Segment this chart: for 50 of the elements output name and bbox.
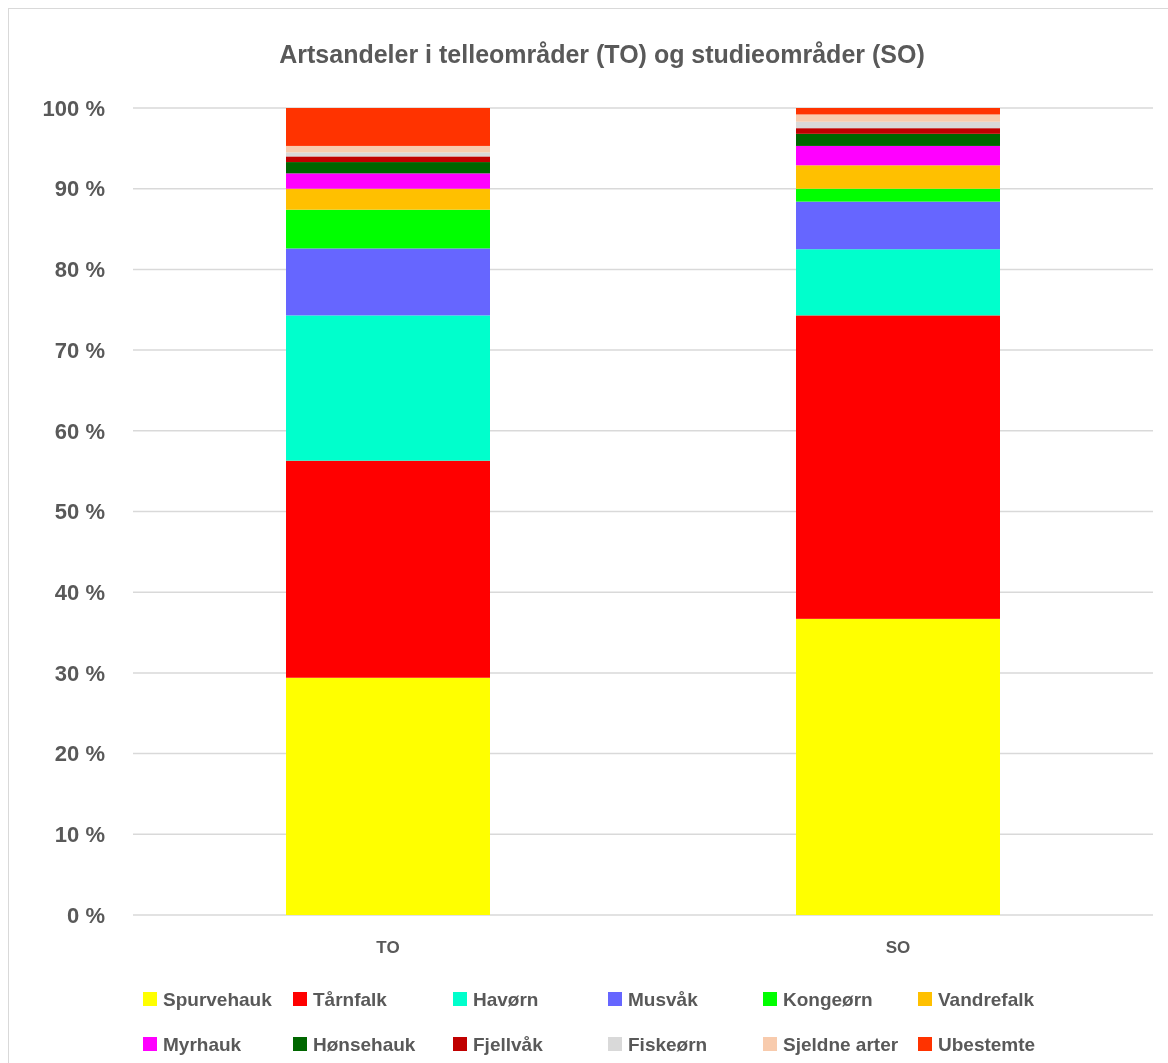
bar — [286, 162, 490, 174]
bar — [286, 173, 490, 189]
bar — [286, 460, 490, 678]
legend-label: Ubestemte — [938, 1033, 1036, 1055]
bar — [796, 108, 1000, 115]
bar — [796, 114, 1000, 122]
legend-label: Vandrefalk — [938, 988, 1035, 1010]
legend-label: Musvåk — [628, 988, 699, 1010]
legend-label: Tårnfalk — [313, 988, 388, 1010]
y-tick-label: 20 % — [54, 741, 105, 767]
legend-label: Hønsehauk — [313, 1033, 416, 1055]
bar — [796, 128, 1000, 134]
chart-title: Artsandeler i telleområder (TO) og studieområder (SO) — [279, 40, 925, 68]
bar — [796, 188, 1000, 202]
bar — [286, 188, 490, 210]
bar — [286, 248, 490, 316]
bar — [796, 315, 1000, 619]
bar — [796, 618, 1000, 915]
legend-label: Spurvehauk — [163, 988, 273, 1010]
bar — [796, 201, 1000, 250]
y-tick-label: 100 % — [42, 95, 105, 121]
legend-label: Fjellvåk — [473, 1033, 544, 1055]
legend-label: Fiskeørn — [628, 1033, 708, 1055]
y-tick-label: 80 % — [54, 257, 105, 283]
y-tick-label: 50 % — [54, 499, 105, 525]
bar — [286, 108, 490, 146]
y-tick-label: 10 % — [54, 822, 105, 847]
bar — [796, 249, 1000, 316]
y-tick-label: 30 % — [54, 660, 105, 686]
x-tick-label: TO — [376, 938, 400, 957]
bar — [286, 315, 490, 461]
bar — [286, 152, 490, 157]
y-tick-label: 70 % — [54, 337, 105, 363]
bar — [286, 209, 490, 249]
y-tick-label: 60 % — [54, 418, 105, 444]
bar — [286, 677, 490, 915]
legend-label: Sjeldne arter — [783, 1033, 899, 1055]
bar — [796, 165, 1000, 189]
bar — [286, 156, 490, 163]
bar — [286, 145, 490, 153]
legend-label: Kongeørn — [783, 988, 873, 1010]
legend-label: Myrhauk — [163, 1033, 242, 1055]
y-tick-label: 0 % — [67, 902, 105, 928]
bar — [796, 121, 1000, 129]
bar — [796, 133, 1000, 146]
bar — [796, 145, 1000, 166]
x-tick-label: SO — [885, 938, 911, 957]
y-tick-label: 90 % — [54, 176, 105, 202]
legend-label: Havørn — [473, 988, 539, 1010]
y-tick-label: 40 % — [54, 579, 105, 605]
